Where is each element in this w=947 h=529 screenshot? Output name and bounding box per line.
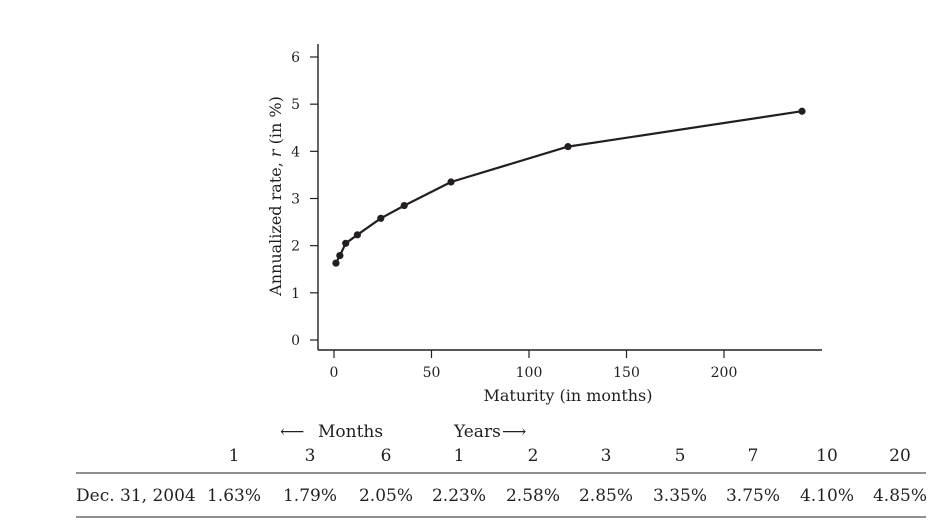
y-tick-label: 1 xyxy=(291,286,300,302)
table-row-label: Dec. 31, 2004 xyxy=(76,486,196,506)
maturity-cell: 1 xyxy=(454,446,465,466)
table-arrow-left: ⟵ xyxy=(280,422,304,442)
maturity-cell: 5 xyxy=(675,446,686,466)
maturity-cell: 7 xyxy=(748,446,759,466)
table-arrow-right: ⟶ xyxy=(502,422,526,442)
y-tick-label: 4 xyxy=(291,144,300,160)
data-point xyxy=(336,251,344,260)
y-axis-title-suffix: (in %) xyxy=(266,96,285,149)
rate-cell: 1.79% xyxy=(283,486,337,506)
rate-cell: 4.10% xyxy=(800,486,854,506)
y-tick-label: 5 xyxy=(291,97,300,113)
maturity-cell: 3 xyxy=(305,446,316,466)
maturity-cell: 2 xyxy=(528,446,539,466)
rate-cell: 3.75% xyxy=(726,486,780,506)
rate-cell: 2.85% xyxy=(579,486,633,506)
x-axis-title: Maturity (in months) xyxy=(483,386,652,405)
y-axis-ticks: 0 1 2 3 4 5 6 xyxy=(291,50,318,349)
x-tick-label: 50 xyxy=(423,365,441,381)
y-axis-title-prefix: Annualized rate, xyxy=(266,157,285,297)
x-tick-label: 150 xyxy=(613,365,640,381)
rate-cell: 3.35% xyxy=(653,486,707,506)
x-axis-ticks: 0 50 100 150 200 xyxy=(330,350,738,381)
table-maturity-row: 1 3 6 1 2 3 5 7 10 20 xyxy=(229,446,911,466)
data-point xyxy=(332,259,340,267)
maturity-cell: 6 xyxy=(381,446,392,466)
y-tick-label: 3 xyxy=(291,192,300,208)
chart: 0 1 2 3 4 5 6 0 50 100 150 200 Annualized rate, r … xyxy=(266,44,822,405)
yield-curve-line xyxy=(334,110,803,264)
y-tick-label: 2 xyxy=(291,239,300,255)
data-point xyxy=(564,143,572,151)
maturity-cell: 20 xyxy=(889,446,911,466)
data-point xyxy=(353,231,361,239)
rate-cell: 4.85% xyxy=(873,486,927,506)
table-group-label-months: Months xyxy=(318,422,383,442)
x-tick-label: 100 xyxy=(516,365,543,381)
maturity-cell: 3 xyxy=(601,446,612,466)
maturity-cell: 10 xyxy=(816,446,838,466)
table-group-label-years: Years xyxy=(453,422,501,442)
y-tick-label: 6 xyxy=(291,50,300,66)
data-point xyxy=(447,178,455,186)
y-axis-title: Annualized rate, r (in %) xyxy=(266,96,285,297)
y-axis-title-variable: r xyxy=(266,148,285,157)
data-point xyxy=(342,239,350,247)
data-point xyxy=(377,214,385,222)
data-point xyxy=(798,107,806,115)
x-tick-label: 200 xyxy=(711,365,738,381)
rate-cell: 2.58% xyxy=(506,486,560,506)
x-tick-label: 0 xyxy=(330,365,339,381)
data-point xyxy=(400,201,408,210)
rate-cell: 2.05% xyxy=(359,486,413,506)
rate-cell: 1.63% xyxy=(207,486,261,506)
rate-table: ⟵ Months Years ⟶ 1 3 6 1 2 3 5 7 10 20 Dec. 31, 2… xyxy=(76,422,927,518)
yield-curve-points xyxy=(332,107,806,267)
y-tick-label: 0 xyxy=(291,333,300,349)
maturity-cell: 1 xyxy=(229,446,240,466)
table-rate-row: 1.63% 1.79% 2.05% 2.23% 2.58% 2.85% 3.35% 3.75%… xyxy=(207,486,927,506)
rate-cell: 2.23% xyxy=(432,486,486,506)
